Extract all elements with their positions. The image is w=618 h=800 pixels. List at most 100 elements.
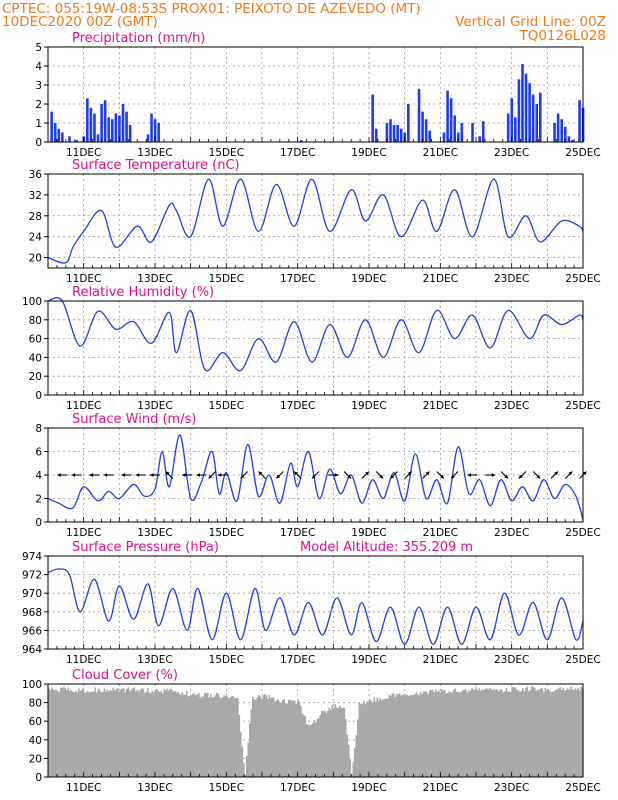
wind-arrowhead: [467, 473, 471, 477]
cloud-bar: [343, 707, 346, 777]
precip-bar: [125, 111, 128, 142]
precip-bar: [578, 100, 581, 142]
precip-bar: [389, 119, 392, 142]
x-tick-label: 19DEC: [351, 654, 386, 666]
cloud-bar: [514, 687, 517, 777]
x-tick-label: 17DEC: [280, 782, 315, 794]
precip-bar: [417, 88, 421, 142]
cloud-bar: [460, 691, 463, 777]
cloud-bar: [78, 688, 80, 777]
cloud-bar: [93, 691, 95, 777]
cloud-bar: [195, 695, 197, 777]
cloud-bar: [51, 687, 53, 777]
cloud-bar: [279, 701, 281, 777]
cloud-bar: [577, 687, 580, 777]
precip-bar: [153, 119, 157, 142]
cloud-bar: [499, 689, 502, 777]
cloud-bar: [349, 759, 352, 777]
cloud-bar: [487, 689, 490, 777]
cloud-bar: [528, 691, 530, 777]
cloud-bar: [222, 697, 224, 777]
cloud-bar: [543, 692, 545, 777]
x-tick-label: 15DEC: [209, 273, 244, 285]
cloud-bar: [117, 688, 119, 777]
x-tick-label: 25DEC: [565, 527, 600, 539]
cloud-bar: [525, 687, 527, 777]
cloud-bar: [138, 691, 140, 777]
cloud-bar: [289, 699, 292, 777]
cloud-bar: [477, 690, 479, 777]
wind-arrowhead: [407, 471, 412, 476]
cloud-bar: [192, 693, 194, 777]
cloud-bar: [246, 756, 248, 777]
cloud-bar: [478, 687, 481, 777]
cloud-bar: [225, 696, 227, 777]
cloud-bar: [469, 691, 472, 777]
cloud-bar: [144, 692, 146, 777]
precip-bar: [456, 132, 460, 142]
precip-bar: [57, 128, 61, 142]
cloud-bar: [108, 691, 110, 777]
cloud-bar: [270, 697, 272, 777]
cloud-bar: [100, 692, 103, 777]
wind-arrowhead: [440, 474, 444, 479]
cloud-bar: [393, 693, 395, 777]
cloud-bar: [456, 692, 458, 777]
cloud-bar: [277, 699, 280, 777]
y-tick-label: 32: [29, 190, 42, 202]
wind-arrowhead: [582, 471, 587, 476]
panel-precip: 0 1 2 3 4 5 11DEC 13DEC 15DEC 17DEC 19DEC 21DEC 23DE…: [35, 31, 600, 159]
cloud-bar: [67, 687, 70, 777]
cloud-bar: [96, 692, 98, 777]
cloud-bar: [321, 711, 323, 777]
cloud-bar: [345, 719, 347, 777]
rh-series-line: [47, 297, 584, 372]
cloud-bar: [172, 691, 175, 777]
y-tick-label: 0: [35, 772, 42, 784]
cloud-bar: [114, 690, 116, 777]
cloud-bar: [54, 690, 56, 777]
x-tick-label: 23DEC: [494, 400, 529, 412]
x-tick-label: 13DEC: [137, 782, 172, 794]
cloud-bar: [492, 690, 494, 777]
cloud-bar: [558, 688, 560, 777]
cloud-bar: [253, 699, 256, 777]
cloud-bar: [489, 687, 491, 777]
cloud-bar: [52, 689, 55, 777]
cloud-bar: [334, 704, 337, 777]
cloud-bar: [471, 688, 473, 777]
cloud-bar: [571, 689, 574, 777]
cloud-bar: [508, 691, 511, 777]
wind-arrowhead: [89, 473, 93, 477]
cloud-bar: [537, 689, 539, 777]
precip-bar: [524, 73, 528, 142]
x-tick-label: 19DEC: [351, 147, 386, 159]
wind-arrowhead: [568, 471, 573, 476]
x-tick-label: 15DEC: [209, 400, 244, 412]
cloud-bar: [519, 691, 521, 777]
cloud-bar: [49, 689, 52, 777]
cloud-bar: [231, 696, 233, 777]
x-tick-label: 25DEC: [565, 147, 600, 159]
y-tick-label: 1: [35, 118, 42, 130]
cloud-bar: [274, 701, 277, 777]
precip-bar: [93, 113, 96, 142]
plot-frame: [47, 46, 584, 143]
cloud-bar: [328, 707, 331, 777]
cloud-bar: [186, 690, 188, 777]
cloud-bar: [315, 722, 317, 777]
wind-arrowhead: [103, 473, 108, 477]
cloud-bar: [141, 688, 143, 777]
precip-bar: [111, 119, 114, 142]
cloud-bar: [154, 690, 157, 777]
cloud-bar: [322, 711, 325, 777]
precip-bar: [121, 104, 125, 142]
cloud-bar: [273, 697, 275, 777]
x-tick-label: 25DEC: [565, 273, 600, 285]
cloud-bar: [327, 710, 329, 777]
precip-bar: [471, 123, 474, 142]
cloud-bar: [550, 692, 553, 777]
precip-bar: [96, 134, 100, 142]
cloud-bar: [300, 705, 302, 777]
precip-bar: [510, 98, 514, 142]
